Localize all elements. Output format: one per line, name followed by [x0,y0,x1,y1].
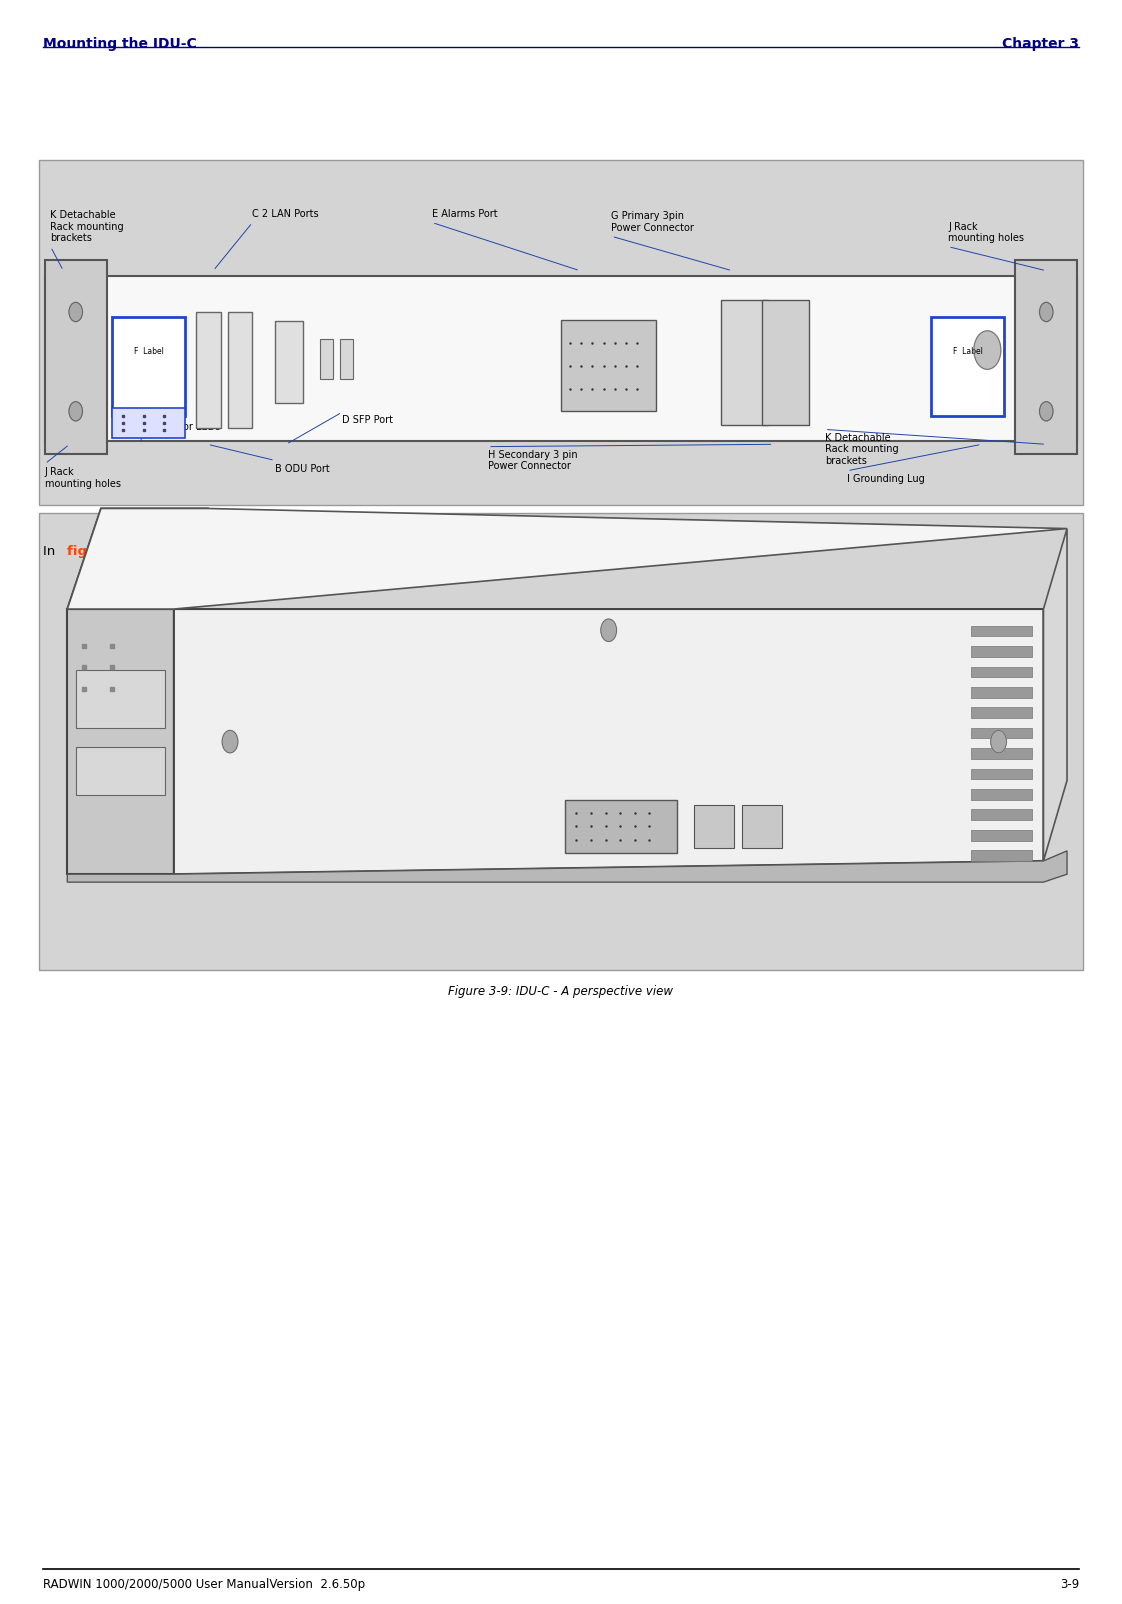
Bar [695,805,734,847]
Text: J Rack
mounting holes: J Rack mounting holes [45,467,121,489]
Text: Figure 3-9: IDU-C - A perspective view: Figure 3-9: IDU-C - A perspective view [449,985,673,998]
Text: F  Label: F Label [953,346,983,356]
Bar [971,667,1032,677]
Text: B ODU Port: B ODU Port [275,464,330,473]
Bar [762,300,809,425]
Circle shape [601,619,617,642]
Text: Chapter 3: Chapter 3 [1002,37,1079,51]
Bar [971,768,1032,780]
Text: we display a perspective view of the IDU-C:: we display a perspective view of the IDU… [150,545,444,558]
Bar [45,260,107,454]
Bar [1015,260,1077,454]
Text: figure 3-9: figure 3-9 [67,545,141,558]
Polygon shape [67,508,208,610]
Bar [45,276,1077,441]
Text: K Detachable
Rack mounting
brackets: K Detachable Rack mounting brackets [50,210,125,244]
Bar [971,747,1032,759]
Text: I Grounding Lug: I Grounding Lug [847,475,925,484]
Polygon shape [67,610,174,874]
Circle shape [222,730,238,752]
Bar [112,318,185,417]
Polygon shape [1043,529,1067,861]
Bar [743,805,782,847]
Bar [971,810,1032,820]
Polygon shape [67,850,1067,882]
Text: F  Label: F Label [134,346,164,356]
Bar [971,687,1032,698]
Bar [931,318,1004,417]
Bar [39,160,1083,505]
Circle shape [70,401,83,420]
Text: A Indicator LEDs: A Indicator LEDs [140,422,221,431]
Polygon shape [174,610,1043,874]
Bar [196,313,221,428]
Circle shape [1040,401,1052,420]
Bar [76,670,165,728]
Bar [971,789,1032,800]
Bar [971,728,1032,738]
Bar [320,338,333,379]
Circle shape [991,730,1006,752]
Text: C 2 LAN Ports: C 2 LAN Ports [252,209,319,220]
Text: Mounting the IDU-C: Mounting the IDU-C [43,37,196,51]
Text: Figure 3-8: IDU-C front panel: Figure 3-8: IDU-C front panel [476,520,646,533]
Bar [565,800,678,853]
Text: J Rack
mounting holes: J Rack mounting holes [948,221,1024,244]
Text: In: In [43,545,59,558]
Circle shape [70,303,83,322]
Bar [971,707,1032,719]
Text: 3-9: 3-9 [1060,1578,1079,1591]
Text: RADWIN 1000/2000/5000 User ManualVersion  2.6.50p: RADWIN 1000/2000/5000 User ManualVersion… [43,1578,365,1591]
Bar [275,321,303,404]
Bar [721,300,769,425]
Circle shape [1040,303,1052,322]
Bar [228,313,252,428]
Bar [76,747,165,794]
Text: G Primary 3pin
Power Connector: G Primary 3pin Power Connector [611,212,695,233]
Text: K Detachable
Rack mounting
brackets: K Detachable Rack mounting brackets [825,433,899,465]
Text: H Secondary 3 pin
Power Connector: H Secondary 3 pin Power Connector [488,449,578,472]
Text: E Alarms Port: E Alarms Port [432,209,497,220]
Bar [971,626,1032,637]
Bar [971,646,1032,656]
Bar [971,829,1032,840]
Polygon shape [67,508,1067,610]
Bar [971,850,1032,861]
Circle shape [974,330,1001,369]
Bar [340,338,353,379]
Bar [112,407,185,438]
Bar [39,513,1083,970]
Text: D SFP Port: D SFP Port [342,415,393,425]
Bar [561,321,656,411]
